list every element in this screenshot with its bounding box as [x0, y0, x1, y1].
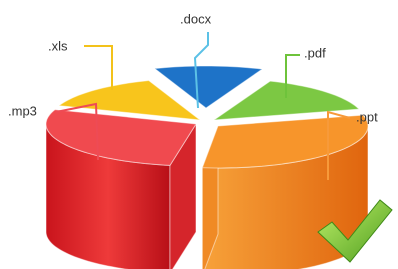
pie-illustration: .docx .xls .pdf .mp3 .ppt — [0, 0, 398, 269]
label-pdf: .pdf — [304, 45, 326, 60]
label-docx: .docx — [180, 11, 212, 26]
label-ppt: .ppt — [356, 109, 378, 124]
leader-xls — [84, 46, 112, 90]
label-xls: .xls — [48, 38, 68, 53]
pie — [46, 66, 368, 269]
label-mp3: .mp3 — [8, 103, 37, 118]
